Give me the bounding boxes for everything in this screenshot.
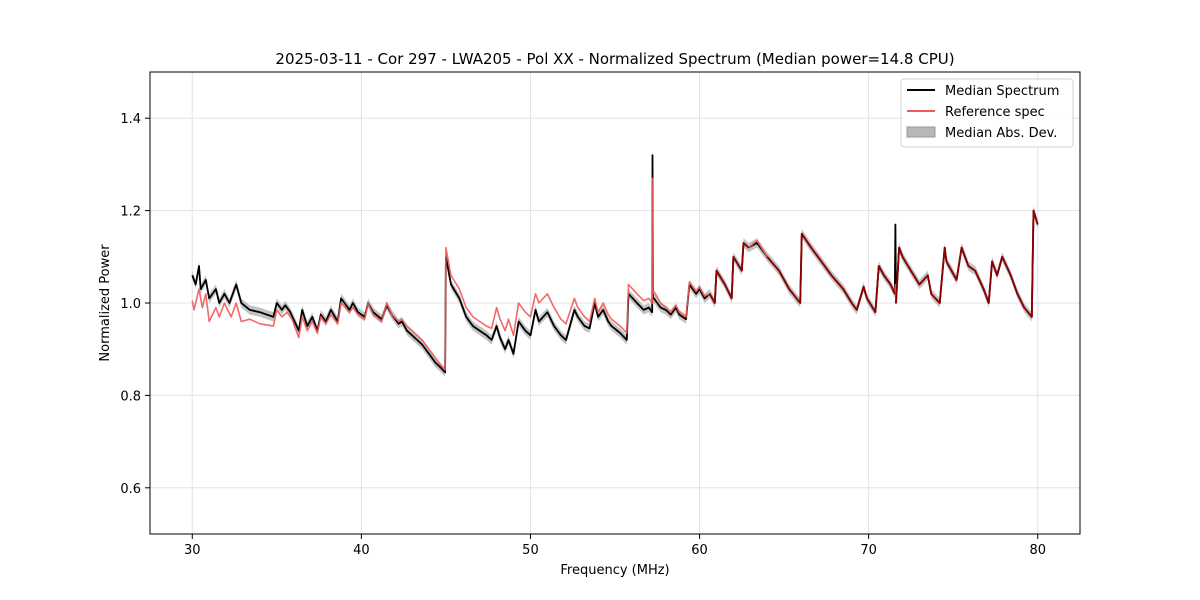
legend-label-median: Median Spectrum (945, 84, 1059, 99)
overlap-segment (708, 242, 750, 304)
x-tick-label: 50 (522, 543, 539, 558)
plot-area (191, 150, 1039, 377)
overlap-segment (895, 209, 1039, 318)
y-tick-label: 1.4 (120, 112, 141, 127)
x-axis-label: Frequency (MHz) (560, 563, 669, 578)
legend: Median Spectrum Reference spec Median Ab… (900, 78, 1074, 148)
y-tick-label: 1.0 (120, 297, 141, 312)
chart-title: 2025-03-11 - Cor 297 - LWA205 - Pol XX -… (275, 50, 954, 68)
x-axis: 30 40 50 60 70 80 (184, 534, 1046, 558)
y-tick-label: 0.8 (120, 389, 141, 404)
x-tick-label: 30 (184, 543, 201, 558)
x-tick-label: 80 (1029, 543, 1046, 558)
x-tick-label: 40 (353, 543, 370, 558)
x-tick-label: 70 (860, 543, 877, 558)
overlap-segment (766, 232, 896, 314)
median-spectrum-line (191, 154, 1039, 374)
x-tick-label: 60 (691, 543, 708, 558)
legend-label-mad: Median Abs. Dev. (945, 126, 1057, 141)
y-axis-label: Normalized Power (98, 244, 113, 362)
y-tick-label: 0.6 (120, 482, 141, 497)
y-axis: 0.6 0.8 1.0 1.2 1.4 (120, 112, 150, 497)
legend-label-reference: Reference spec (945, 105, 1045, 120)
legend-box (900, 78, 1074, 148)
reference-spec-line (191, 177, 1039, 371)
y-tick-label: 1.2 (120, 205, 141, 220)
legend-swatch-mad (906, 126, 936, 138)
